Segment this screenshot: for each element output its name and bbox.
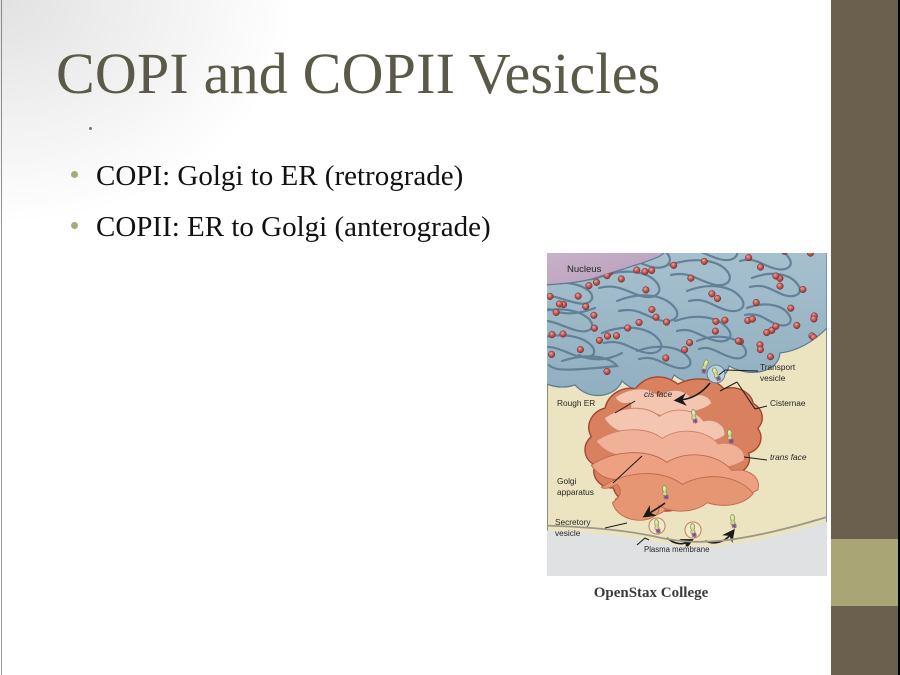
svg-text:vesicle: vesicle: [760, 373, 786, 383]
svg-text:cis face: cis face: [644, 389, 673, 399]
svg-text:Secretory: Secretory: [555, 517, 591, 527]
svg-text:apparatus: apparatus: [557, 487, 594, 497]
svg-text:Transport: Transport: [760, 362, 796, 372]
svg-text:vesicle: vesicle: [555, 528, 581, 538]
svg-text:trans face: trans face: [770, 452, 807, 462]
svg-text:Nucleus: Nucleus: [567, 264, 602, 275]
svg-text:Plasma membrane: Plasma membrane: [644, 545, 709, 554]
svg-text:Rough ER: Rough ER: [557, 398, 595, 408]
svg-text:Cisternae: Cisternae: [770, 398, 806, 408]
svg-text:Golgi: Golgi: [557, 476, 577, 486]
